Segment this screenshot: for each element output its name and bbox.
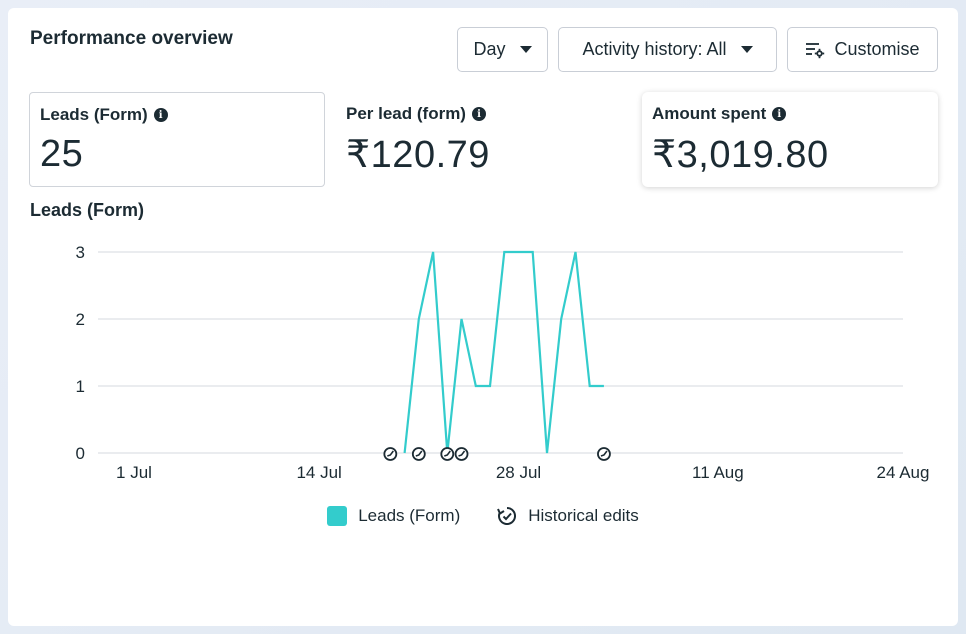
info-icon[interactable]: i — [153, 108, 168, 122]
x-tick-label: 11 Aug — [692, 463, 744, 482]
metric-amount-spent-value: ₹3,019.80 — [652, 134, 829, 176]
activity-history-dropdown[interactable]: Activity history: All — [558, 27, 777, 72]
y-tick-label: 1 — [76, 377, 85, 396]
historical-edit-marker[interactable] — [454, 447, 469, 461]
x-tick-label: 1 Jul — [116, 463, 152, 482]
page-title: Performance overview — [30, 28, 233, 49]
day-dropdown[interactable]: Day — [457, 27, 548, 72]
historical-edit-marker[interactable] — [383, 447, 398, 461]
metric-amount-spent-label: Amount spent — [652, 104, 767, 123]
series-line-leads — [403, 250, 604, 454]
customise-button[interactable]: Customise — [787, 27, 938, 72]
metric-per-lead[interactable]: Per lead (form) i ₹120.79 — [336, 92, 632, 187]
performance-overview-card: Performance overview Day Activity histor… — [8, 8, 958, 626]
info-icon[interactable]: i — [471, 107, 486, 121]
day-dropdown-label: Day — [473, 39, 506, 59]
legend-leads-label: Leads (Form) — [358, 506, 461, 525]
chart-title: Leads (Form) — [30, 200, 145, 220]
legend-item-historical-edits[interactable]: Historical edits — [496, 505, 639, 527]
chart-legend: Leads (Form) Historical edits — [8, 505, 958, 527]
info-icon[interactable]: i — [772, 107, 787, 121]
legend-swatch — [327, 506, 348, 526]
x-tick-label: 28 Jul — [496, 463, 541, 482]
metric-leads-label: Leads (Form) — [40, 105, 148, 124]
metric-per-lead-value: ₹120.79 — [346, 134, 490, 176]
historical-edit-marker[interactable] — [411, 447, 426, 461]
leads-line-chart: 0 1 2 3 1 Jul 14 Jul 28 Jul 11 Aug 24 Aug — [76, 243, 930, 482]
caret-down-icon — [740, 46, 753, 53]
historical-edit-marker[interactable] — [597, 447, 611, 461]
metric-leads-value: 25 — [40, 133, 84, 175]
activity-history-label: Activity history: All — [582, 39, 727, 59]
metric-leads[interactable]: Leads (Form) i 25 — [29, 92, 325, 187]
metric-amount-spent[interactable]: Amount spent i ₹3,019.80 — [642, 92, 938, 187]
historical-edit-marker[interactable] — [440, 447, 455, 461]
legend-item-leads[interactable]: Leads (Form) — [327, 506, 460, 526]
y-tick-label: 0 — [76, 444, 85, 463]
x-tick-label: 14 Jul — [296, 463, 341, 482]
customise-icon — [806, 42, 825, 58]
y-tick-label: 2 — [76, 310, 85, 329]
y-tick-label: 3 — [76, 243, 85, 262]
caret-down-icon — [519, 46, 532, 53]
historical-edits-icon — [497, 507, 517, 525]
legend-edits-label: Historical edits — [528, 506, 639, 525]
metric-per-lead-label: Per lead (form) — [346, 104, 466, 123]
customise-label: Customise — [834, 39, 920, 59]
x-tick-label: 24 Aug — [877, 463, 930, 482]
